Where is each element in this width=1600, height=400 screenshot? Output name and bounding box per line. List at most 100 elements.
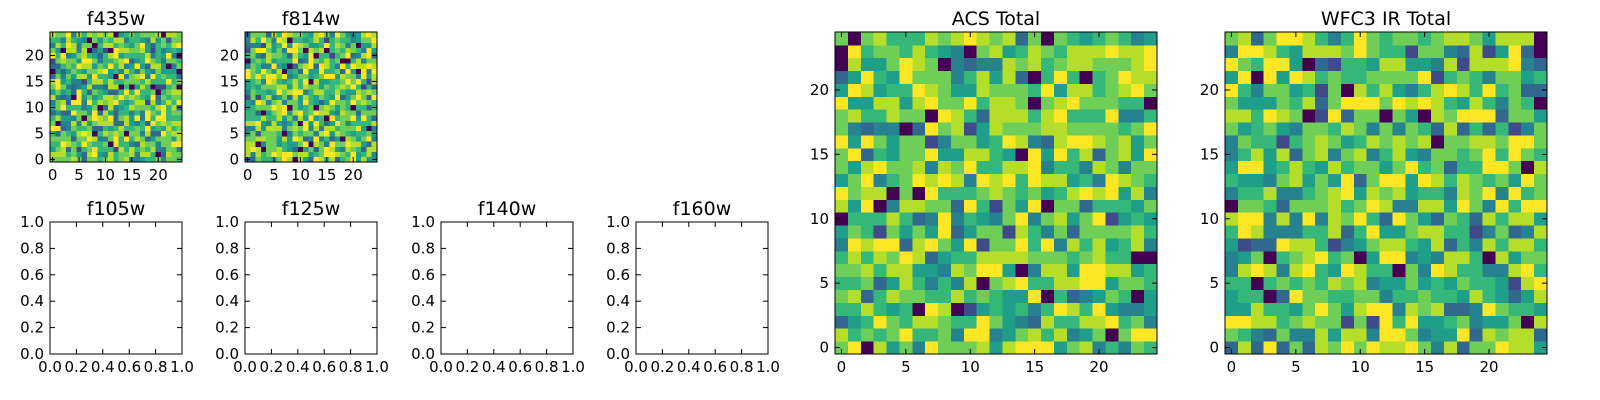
heatmap-cell [1521, 83, 1535, 97]
heatmap-cell [925, 109, 939, 123]
heatmap-cell [860, 276, 875, 290]
heatmap-cell [297, 94, 304, 100]
heatmap-cell [329, 156, 336, 163]
heatmap-cell [271, 146, 278, 152]
heatmap-cell [847, 83, 862, 97]
heatmap-cell [1276, 160, 1290, 175]
heatmap-cell [81, 99, 88, 106]
heatmap-cell [129, 151, 135, 158]
heatmap-cell [303, 115, 309, 121]
heatmap-cell [271, 78, 278, 85]
heatmap-cell [1456, 341, 1471, 355]
heatmap-cell [97, 146, 104, 152]
x-tick-label: 0.8 [339, 358, 363, 376]
heatmap-cell [266, 115, 272, 121]
heatmap-cell [329, 89, 336, 95]
heatmap-cell [1041, 212, 1055, 226]
heatmap-cell [1534, 186, 1548, 200]
heatmap-cell [108, 68, 114, 74]
heatmap-cell [1250, 341, 1265, 355]
heatmap-cell [366, 32, 373, 38]
heatmap-cell [97, 42, 104, 48]
heatmap-cell [1443, 289, 1458, 303]
heatmap-cell [1105, 160, 1119, 175]
heatmap-cell [81, 63, 88, 69]
y-tick-label: 15 [810, 145, 829, 163]
heatmap-cell [950, 109, 965, 123]
heatmap-cell [55, 63, 61, 69]
heatmap-cell [71, 110, 77, 116]
heatmap-cell [1302, 250, 1316, 265]
heatmap-cell [976, 96, 990, 110]
heatmap-cell [1105, 341, 1119, 355]
heatmap-cell [1276, 212, 1290, 226]
heatmap-cell [1431, 32, 1445, 46]
heatmap-cell [1105, 57, 1119, 72]
y-tick-label: 0.8 [606, 239, 630, 257]
heatmap-cell [334, 63, 341, 69]
heatmap-cell [847, 315, 862, 329]
heatmap-cell [912, 70, 926, 84]
heatmap-cell [1131, 173, 1145, 187]
heatmap-cell [1250, 109, 1265, 123]
heatmap-cell [355, 73, 362, 80]
heatmap-cell [1328, 70, 1342, 84]
heatmap-cell [108, 151, 114, 158]
heatmap-cell [366, 141, 373, 147]
heatmap-cell [1353, 276, 1368, 290]
heatmap-cell [1456, 289, 1471, 303]
heatmap-cell [71, 47, 77, 54]
heatmap-cell [1328, 32, 1342, 46]
x-tick-label: 0.6 [117, 358, 141, 376]
heatmap-cell [276, 115, 283, 121]
heatmap-cell [835, 302, 849, 316]
heatmap-cell [989, 276, 1003, 290]
heatmap-cell [1263, 57, 1277, 72]
heatmap-cell [963, 186, 978, 200]
heatmap-cell [65, 32, 72, 38]
heatmap-cell [976, 250, 990, 265]
heatmap-cell [1302, 83, 1316, 97]
heatmap-cell [303, 47, 309, 54]
heatmap-cell [281, 84, 288, 90]
heatmap-cell [318, 89, 325, 95]
heatmap-cell [113, 47, 120, 54]
heatmap-cell [97, 89, 104, 95]
heatmap-cell [1131, 32, 1145, 46]
heatmap-cell [245, 84, 251, 90]
heatmap-cell [1495, 250, 1509, 265]
heatmap-cell [160, 37, 167, 43]
heatmap-cell [50, 68, 56, 74]
heatmap-cell [1379, 302, 1393, 316]
heatmap-cell [281, 146, 288, 152]
heatmap-cell [150, 47, 156, 54]
heatmap-cell [160, 78, 167, 85]
x-tick-label: 5 [1291, 358, 1301, 376]
heatmap-cell [989, 199, 1003, 213]
heatmap-cell [71, 125, 77, 132]
heatmap-cell [361, 115, 367, 121]
heatmap-cell [873, 135, 887, 149]
heatmap-cell [318, 99, 325, 106]
heatmap-cell [313, 110, 320, 116]
heatmap-cell [260, 89, 267, 95]
heatmap-cell [345, 115, 351, 121]
heatmap-cell [271, 94, 278, 100]
heatmap-cell [1443, 225, 1458, 239]
y-tick-label: 20 [810, 81, 829, 99]
heatmap-cell [1482, 250, 1496, 265]
heatmap-cell [292, 136, 299, 142]
heatmap-cell [886, 109, 900, 123]
heatmap-cell [313, 151, 320, 158]
heatmap-cell [1131, 276, 1145, 290]
heatmap-cell [1495, 44, 1509, 59]
heatmap-cell [1105, 328, 1119, 342]
heatmap-cell [1328, 315, 1342, 329]
heatmap-cell [1482, 263, 1496, 278]
heatmap-cell [873, 173, 887, 187]
y-tick-label: 0.8 [215, 239, 239, 257]
heatmap-cell [950, 173, 965, 187]
heatmap-cell [86, 110, 93, 116]
heatmap-cell [1418, 328, 1432, 342]
heatmap-cell [1392, 341, 1406, 355]
